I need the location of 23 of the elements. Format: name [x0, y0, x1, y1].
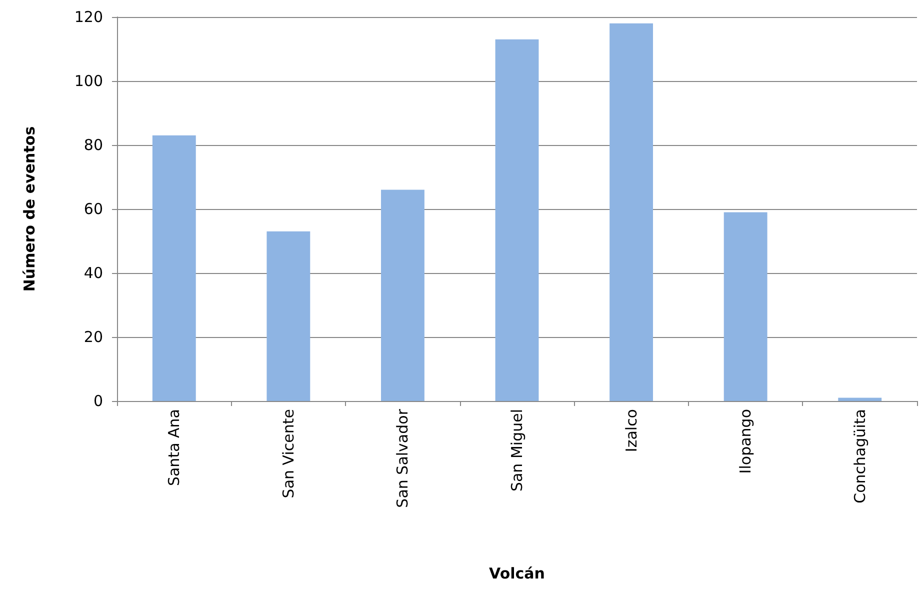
x-tick-label: San Salvador: [394, 408, 412, 508]
bar: [152, 135, 196, 401]
x-tick-label: Santa Ana: [165, 409, 184, 486]
x-tick-label: Ilopango: [736, 409, 755, 474]
y-tick-label: 120: [74, 8, 103, 26]
y-tick-label: 40: [84, 264, 103, 282]
y-tick-label: 60: [84, 200, 103, 218]
bar: [838, 398, 882, 401]
bar: [266, 231, 310, 401]
x-tick-label: San Vicente: [279, 409, 298, 498]
y-tick-label: 20: [84, 328, 103, 346]
y-tick-label: 100: [74, 72, 103, 90]
bar: [724, 212, 768, 401]
y-tick-label: 80: [84, 136, 103, 154]
x-axis-title: Volcán: [489, 564, 545, 582]
bar: [381, 190, 424, 401]
x-tick-label: Conchagüita: [850, 409, 869, 504]
x-tick-label: Izalco: [622, 409, 640, 452]
x-tick-label: San Miguel: [508, 409, 526, 492]
bar: [610, 23, 653, 401]
y-axis-title: Número de eventos: [20, 126, 38, 292]
y-tick-label: 0: [93, 392, 103, 410]
bar: [495, 39, 539, 401]
